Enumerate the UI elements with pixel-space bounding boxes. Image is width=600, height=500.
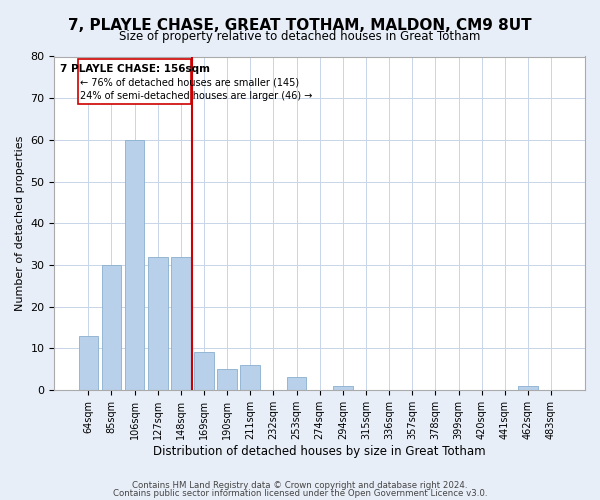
Bar	[125, 140, 145, 390]
Bar	[217, 369, 237, 390]
X-axis label: Distribution of detached houses by size in Great Totham: Distribution of detached houses by size …	[154, 444, 486, 458]
Bar	[194, 352, 214, 390]
Bar	[287, 378, 307, 390]
Text: 7 PLAYLE CHASE: 156sqm: 7 PLAYLE CHASE: 156sqm	[59, 64, 209, 74]
Text: 7, PLAYLE CHASE, GREAT TOTHAM, MALDON, CM9 8UT: 7, PLAYLE CHASE, GREAT TOTHAM, MALDON, C…	[68, 18, 532, 32]
FancyBboxPatch shape	[78, 58, 191, 104]
Text: ← 76% of detached houses are smaller (145): ← 76% of detached houses are smaller (14…	[80, 78, 299, 88]
Bar	[333, 386, 353, 390]
Bar	[171, 256, 191, 390]
Bar	[148, 256, 167, 390]
Text: 24% of semi-detached houses are larger (46) →: 24% of semi-detached houses are larger (…	[80, 91, 313, 101]
Bar	[241, 365, 260, 390]
Text: Size of property relative to detached houses in Great Totham: Size of property relative to detached ho…	[119, 30, 481, 43]
Y-axis label: Number of detached properties: Number of detached properties	[15, 136, 25, 311]
Bar	[101, 265, 121, 390]
Text: Contains HM Land Registry data © Crown copyright and database right 2024.: Contains HM Land Registry data © Crown c…	[132, 480, 468, 490]
Bar	[518, 386, 538, 390]
Bar	[79, 336, 98, 390]
Text: Contains public sector information licensed under the Open Government Licence v3: Contains public sector information licen…	[113, 489, 487, 498]
